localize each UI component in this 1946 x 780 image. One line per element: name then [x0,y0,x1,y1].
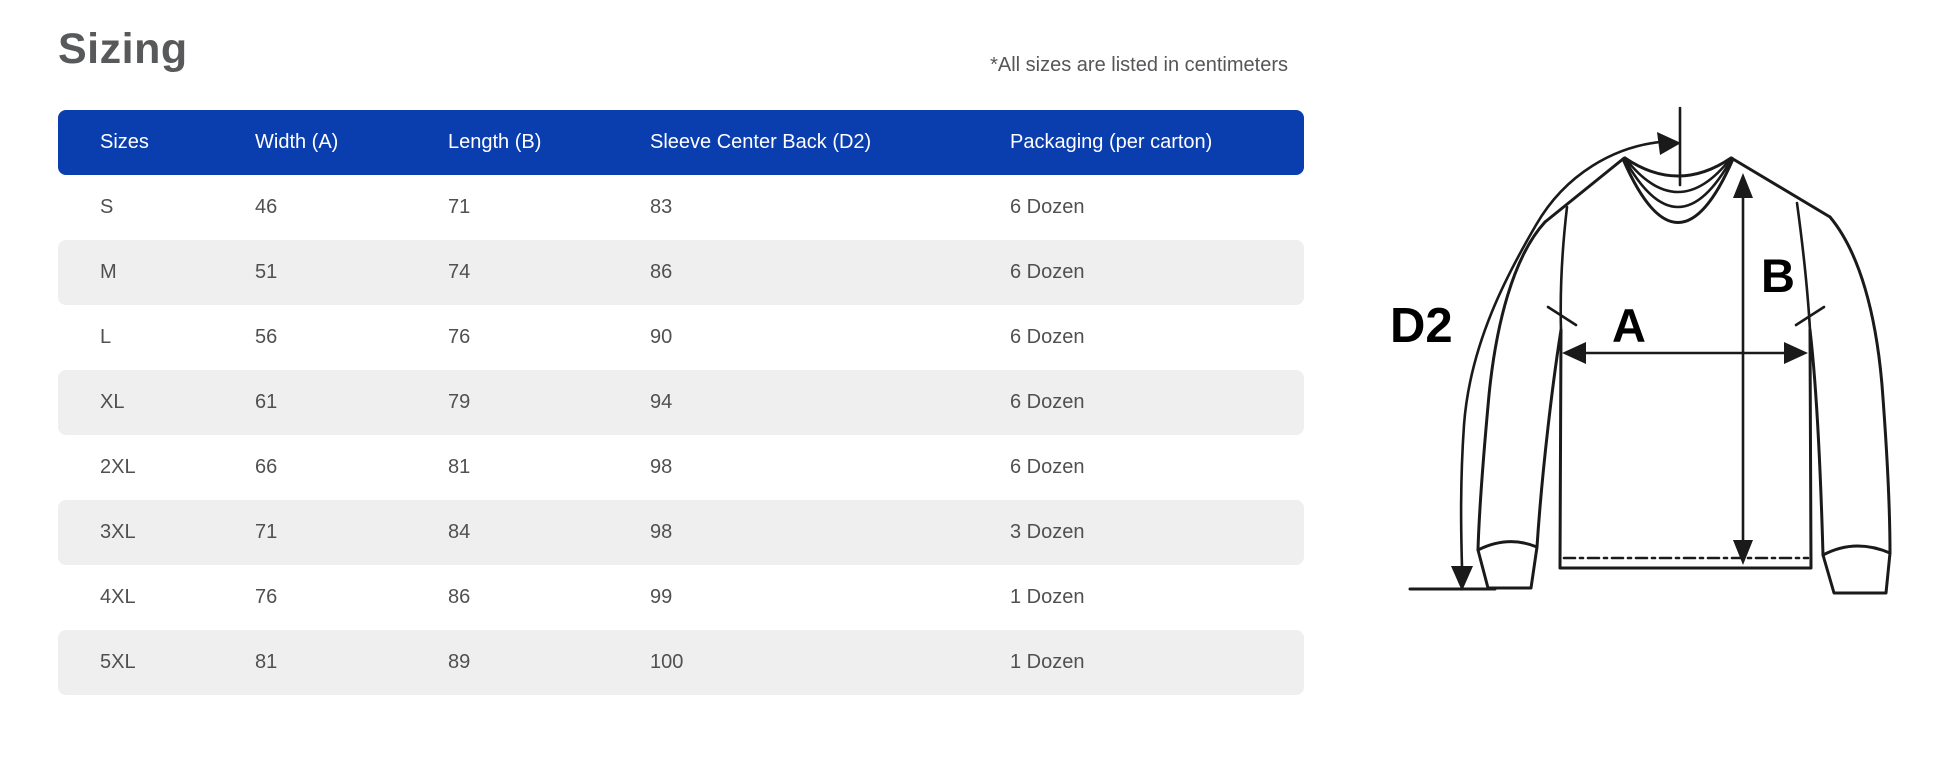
cell-sleeve-center-back: 86 [650,240,1010,305]
cell-length: 79 [448,370,650,435]
right-shoulder-line [1731,157,1832,219]
measure-a-arrow [1562,342,1808,364]
cell-width: 51 [255,240,448,305]
label-b: B [1761,249,1795,302]
table-row: M 51 74 86 6 Dozen [58,240,1304,305]
right-cuff [1821,544,1892,595]
table-row: 3XL 71 84 98 3 Dozen [58,500,1304,565]
right-armhole-seam [1795,201,1812,332]
cell-sleeve-center-back: 98 [650,500,1010,565]
table-row: 4XL 76 86 99 1 Dozen [58,565,1304,630]
table-row: XL 61 79 94 6 Dozen [58,370,1304,435]
cell-packaging: 6 Dozen [1010,456,1085,478]
collar [1621,156,1735,224]
shirt-diagram-svg: D2 A B [1390,106,1892,595]
column-header-length: Length (B) [448,110,650,175]
cell-width: 66 [255,456,278,478]
shirt-measurement-diagram: D2 A B [1390,85,1920,615]
cell-sleeve-center-back: 99 [650,586,673,608]
cell-packaging: 3 Dozen [1010,500,1304,565]
column-header-packaging: Packaging (per carton) [1010,110,1304,175]
cell-sleeve-center-back: 94 [650,370,1010,435]
left-armhole-seam [1559,205,1569,332]
cell-size: 3XL [58,500,255,565]
measure-b-arrow [1733,173,1753,565]
column-header-width: Width (A) [255,110,448,175]
cell-size: 5XL [58,630,255,695]
units-note: *All sizes are listed in centimeters [990,54,1288,76]
cell-length: 71 [448,196,471,218]
label-d2: D2 [1390,299,1453,353]
cell-sleeve-center-back: 90 [650,326,673,348]
cell-sleeve-center-back: 98 [650,456,673,478]
cell-size: L [100,326,112,348]
cell-packaging: 6 Dozen [1010,196,1085,218]
cell-length: 84 [448,500,650,565]
left-sleeve-outer [1476,220,1547,552]
cell-sleeve-center-back: 100 [650,630,1010,695]
left-armpit-tick [1546,305,1578,327]
cell-width: 61 [255,370,448,435]
column-header-sleeve-center-back: Sleeve Center Back (D2) [650,110,1010,175]
right-armpit-tick [1794,305,1826,327]
cell-length: 74 [448,240,650,305]
cell-width: 81 [255,630,448,695]
cell-width: 46 [255,196,278,218]
table-row: L 56 76 90 6 Dozen [58,305,1304,370]
cell-packaging: 6 Dozen [1010,326,1085,348]
cell-length: 89 [448,630,650,695]
cell-length: 76 [448,326,471,348]
cell-width: 56 [255,326,278,348]
table-row: 2XL 66 81 98 6 Dozen [58,435,1304,500]
cell-size: 2XL [100,456,136,478]
left-cuff [1476,540,1539,590]
cell-width: 76 [255,586,278,608]
left-sleeve-inner [1535,328,1563,549]
cell-packaging: 1 Dozen [1010,630,1304,695]
cell-size: M [58,240,255,305]
table-row: 5XL 81 89 100 1 Dozen [58,630,1304,695]
cell-packaging: 1 Dozen [1010,586,1085,608]
label-a: A [1612,299,1646,352]
body-outline [1558,328,1813,570]
cell-size: XL [58,370,255,435]
cell-size: 4XL [100,586,136,608]
table-row: S 46 71 83 6 Dozen [58,175,1304,240]
page-title: Sizing [58,25,188,73]
sizing-table-grid: Sizes Width (A) Length (B) Sleeve Center… [58,110,1304,695]
cell-length: 86 [448,586,471,608]
cell-packaging: 6 Dozen [1010,370,1304,435]
cell-length: 81 [448,456,471,478]
measure-d2-arrow [1408,132,1681,591]
sizing-table: Sizes Width (A) Length (B) Sleeve Center… [58,110,1304,695]
cell-size: S [100,196,114,218]
left-shoulder-line [1543,157,1625,224]
cell-packaging: 6 Dozen [1010,240,1304,305]
cell-width: 71 [255,500,448,565]
right-sleeve-outer [1828,215,1892,555]
column-header-sizes: Sizes [58,110,255,175]
cell-sleeve-center-back: 83 [650,196,673,218]
table-header-row: Sizes Width (A) Length (B) Sleeve Center… [58,110,1304,175]
right-sleeve-inner [1808,328,1825,557]
